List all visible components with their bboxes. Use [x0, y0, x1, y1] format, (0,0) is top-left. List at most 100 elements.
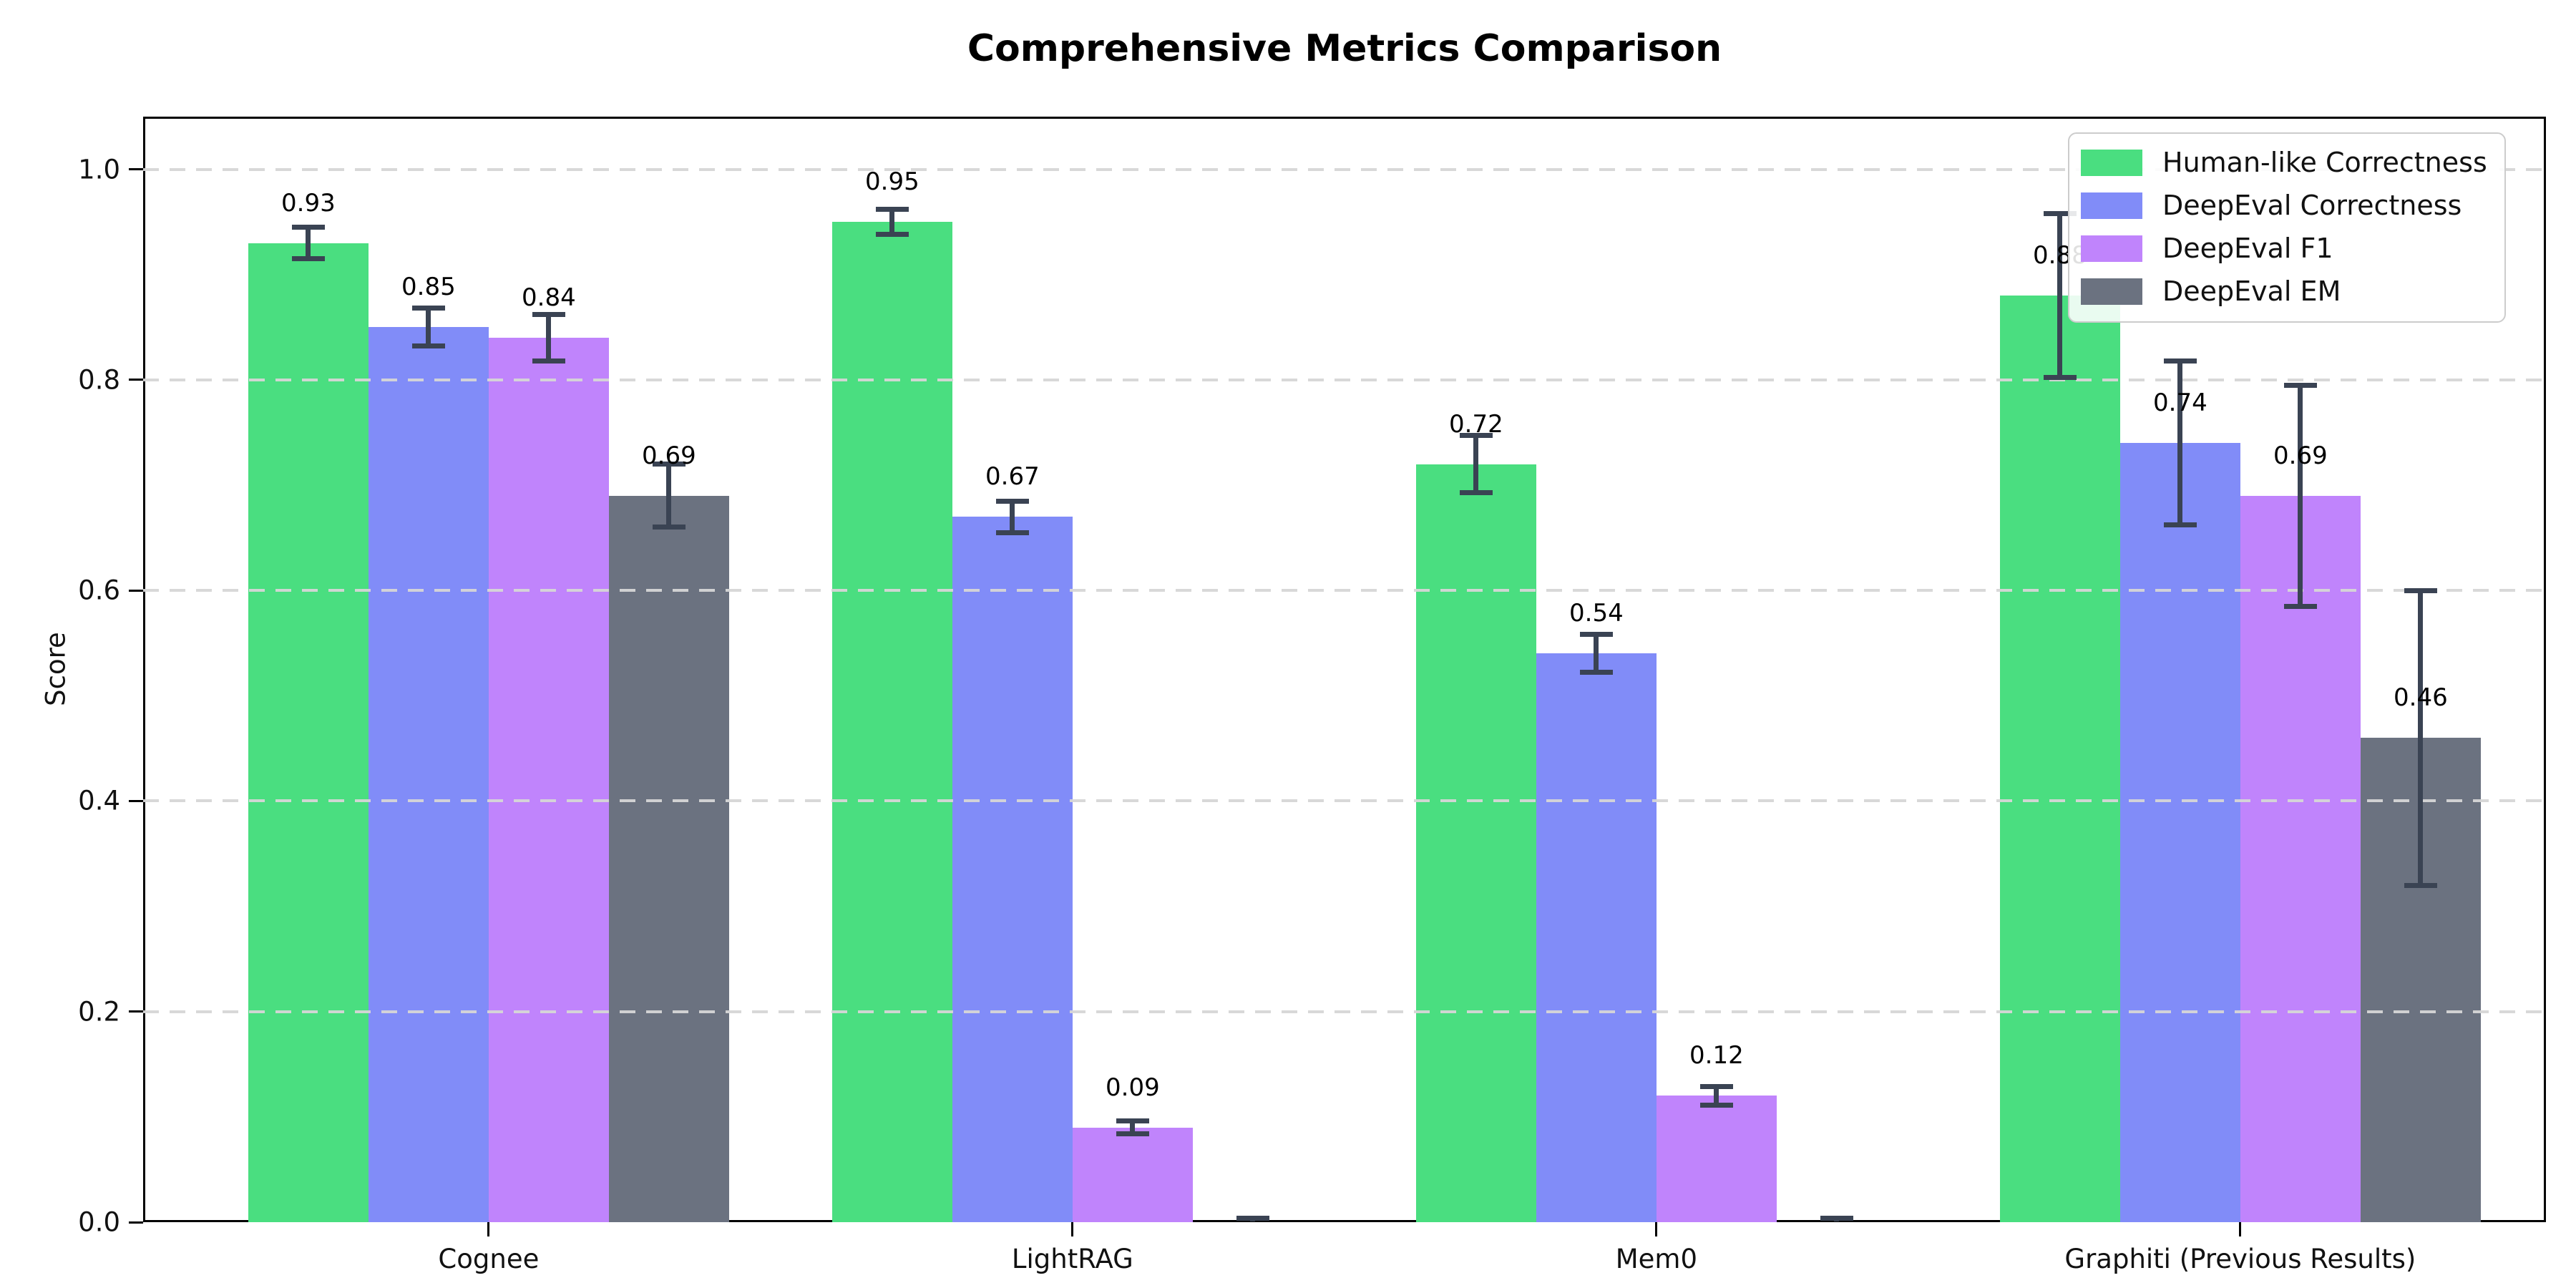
error-bar-cap	[1459, 489, 1493, 495]
error-bar-cap	[1579, 670, 1613, 675]
error-bar-cap	[1236, 1215, 1269, 1221]
bar-value-label: 0.69	[642, 441, 696, 470]
bar-value-label: 0.69	[2273, 441, 2328, 470]
error-bar-cap	[875, 206, 909, 212]
error-bar	[1130, 1121, 1136, 1134]
bar	[1656, 1096, 1777, 1222]
bar	[1072, 1127, 1193, 1222]
error-bar-cap	[411, 306, 445, 311]
error-bar-cap	[1116, 1131, 1149, 1136]
error-bar-cap	[411, 343, 445, 349]
legend-swatch	[2081, 192, 2142, 219]
y-tick-label: 0.8	[78, 364, 120, 396]
error-bar-cap	[1459, 433, 1493, 439]
bar-value-label: 0.93	[281, 188, 336, 218]
y-tick-label: 0.6	[78, 575, 120, 606]
bar-value-label: 0.74	[2153, 389, 2207, 418]
error-bar	[546, 314, 552, 361]
error-bar-cap	[532, 312, 565, 318]
y-tick-label: 0.2	[78, 996, 120, 1028]
y-axis-title: Score	[40, 632, 72, 706]
gridline	[143, 589, 2546, 592]
x-tick	[1071, 1222, 1074, 1236]
legend-label: DeepEval EM	[2162, 275, 2341, 307]
legend-swatch	[2081, 278, 2142, 305]
error-bar	[306, 227, 311, 259]
bar-value-label: 0.67	[985, 462, 1040, 492]
bar	[488, 338, 609, 1222]
legend-swatch	[2081, 235, 2142, 262]
error-bar-cap	[2404, 587, 2437, 593]
error-bar-cap	[2043, 210, 2077, 216]
bar	[952, 517, 1073, 1222]
error-bar-cap	[1116, 1118, 1149, 1124]
error-bar	[426, 308, 431, 346]
legend-item: DeepEval F1	[2081, 233, 2487, 264]
y-tick	[129, 1221, 143, 1224]
error-bar-cap	[875, 232, 909, 238]
error-bar-cap	[1579, 632, 1613, 638]
bar-value-label: 0.09	[1106, 1073, 1160, 1102]
bar	[608, 495, 729, 1222]
error-bar-cap	[2283, 603, 2317, 609]
error-bar	[666, 464, 672, 527]
error-bar-cap	[532, 358, 565, 364]
error-bar	[889, 209, 895, 235]
error-bar	[1010, 501, 1015, 533]
error-bar-cap	[2043, 375, 2077, 381]
y-tick	[129, 799, 143, 802]
bar-value-label: 0.54	[1569, 599, 1624, 628]
bar	[2240, 495, 2361, 1222]
bar-value-label: 0.84	[522, 283, 576, 312]
legend-item: DeepEval Correctness	[2081, 190, 2487, 221]
bar-value-label: 0.95	[865, 167, 919, 197]
bar	[1415, 464, 1536, 1222]
gridline	[143, 167, 2546, 171]
bar-value-label: 0.72	[1449, 409, 1503, 439]
error-bar	[1473, 435, 1479, 493]
error-bar-cap	[1820, 1215, 1853, 1221]
y-tick	[129, 1010, 143, 1013]
error-bar	[2057, 213, 2063, 378]
bar	[2119, 443, 2240, 1222]
bar	[1536, 653, 1657, 1222]
x-tick	[2239, 1222, 2242, 1236]
bar	[1999, 296, 2120, 1222]
legend-item: DeepEval EM	[2081, 275, 2487, 307]
bar	[248, 243, 369, 1222]
y-tick	[129, 589, 143, 592]
y-tick-label: 0.4	[78, 785, 120, 816]
y-tick	[129, 168, 143, 171]
gridline	[143, 799, 2546, 803]
error-bar-cap	[652, 525, 686, 530]
error-bar-cap	[1699, 1103, 1733, 1108]
x-tick-label: LightRAG	[1011, 1244, 1133, 1274]
x-tick-label: Mem0	[1615, 1244, 1697, 1274]
error-bar	[1714, 1086, 1719, 1106]
x-tick-label: Graphiti (Previous Results)	[2064, 1244, 2416, 1274]
x-tick	[1655, 1222, 1658, 1236]
error-bar	[1594, 634, 1599, 673]
error-bar-cap	[2163, 522, 2197, 528]
error-bar	[2418, 590, 2424, 886]
error-bar-cap	[995, 498, 1029, 504]
error-bar	[2177, 361, 2183, 525]
error-bar-cap	[652, 462, 686, 467]
legend-label: Human-like Correctness	[2162, 147, 2487, 178]
error-bar-cap	[291, 256, 325, 262]
bar-value-label: 0.85	[401, 273, 456, 302]
bar	[368, 327, 489, 1222]
gridline	[143, 378, 2546, 381]
bar	[831, 222, 952, 1222]
y-tick-label: 1.0	[78, 154, 120, 185]
x-tick	[487, 1222, 490, 1236]
legend-label: DeepEval F1	[2162, 233, 2333, 264]
error-bar-cap	[995, 530, 1029, 535]
error-bar	[2298, 385, 2303, 607]
error-bar-cap	[2404, 882, 2437, 888]
bar-value-label: 0.46	[2394, 683, 2448, 713]
error-bar-cap	[2163, 358, 2197, 364]
legend: Human-like Correctness DeepEval Correctne…	[2068, 132, 2506, 323]
error-bar-cap	[2283, 382, 2317, 388]
